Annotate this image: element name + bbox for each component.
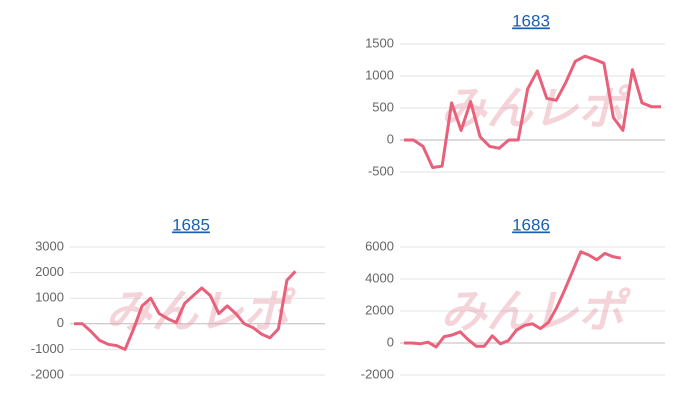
y-tick-label: 1000 — [365, 67, 394, 82]
chart-title[interactable]: 1685 — [172, 215, 210, 234]
y-tick-label: 6000 — [365, 238, 394, 253]
y-tick-label: 0 — [57, 315, 64, 330]
y-tick-label: -2000 — [31, 366, 64, 381]
watermark: みんレポ — [441, 285, 632, 337]
y-tick-label: 3000 — [35, 238, 64, 253]
y-tick-label: 500 — [372, 99, 394, 114]
chart-title[interactable]: 1683 — [512, 11, 550, 30]
y-tick-label: 0 — [387, 334, 394, 349]
chart-title[interactable]: 1686 — [512, 215, 550, 234]
y-tick-label: -1000 — [31, 341, 64, 356]
y-tick-label: 2000 — [35, 264, 64, 279]
y-tick-label: -2000 — [361, 366, 394, 381]
y-tick-label: 2000 — [365, 302, 394, 317]
y-tick-label: 1000 — [35, 290, 64, 305]
y-tick-label: 4000 — [365, 270, 394, 285]
y-tick-label: 1500 — [365, 35, 394, 50]
y-tick-label: 0 — [387, 131, 394, 146]
watermark: みんレポ — [106, 285, 297, 337]
y-tick-label: -500 — [368, 163, 394, 178]
data-line — [404, 250, 622, 349]
data-line — [74, 270, 297, 351]
data-line — [404, 54, 661, 169]
